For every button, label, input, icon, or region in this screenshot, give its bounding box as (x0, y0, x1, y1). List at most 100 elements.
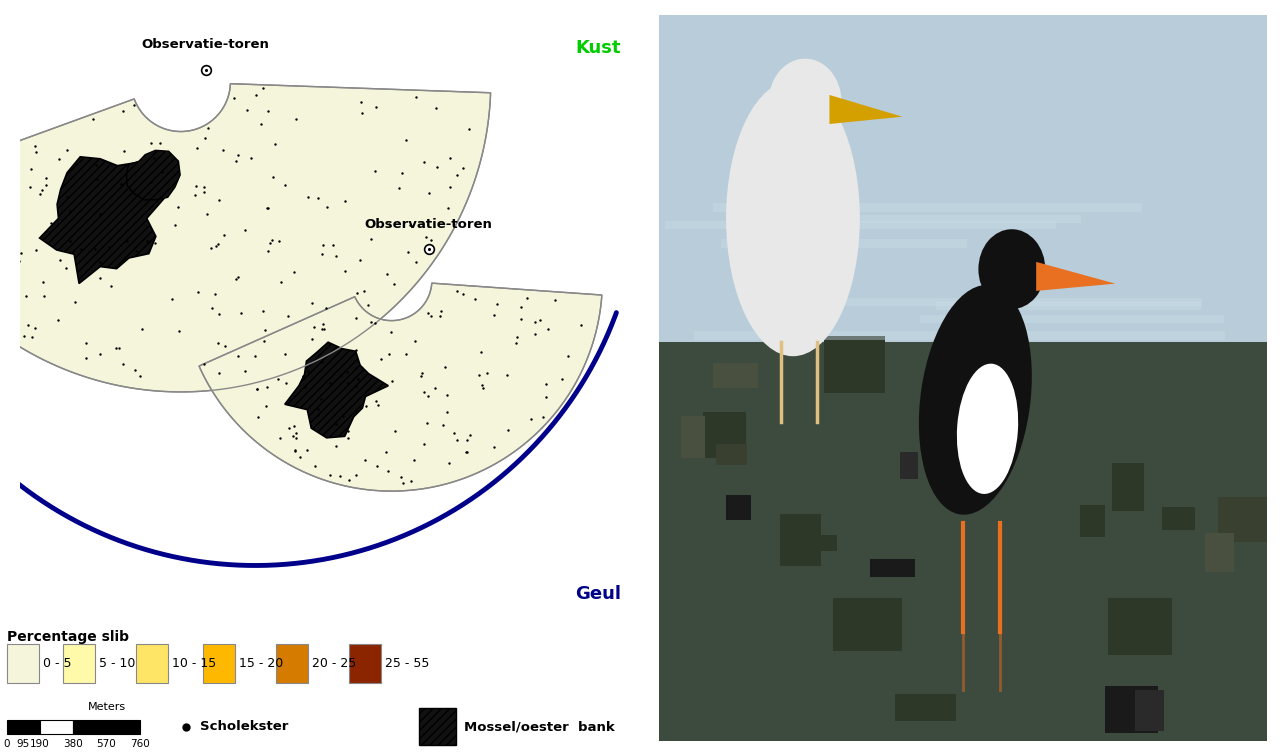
Point (333, 410, 353, 422)
Text: Mossel/oester  bank: Mossel/oester bank (463, 720, 614, 733)
Point (471, 346, 492, 358)
Point (169, 324, 189, 336)
Point (439, 457, 460, 469)
Point (396, 134, 416, 146)
Point (36, 179, 56, 191)
Point (15, 290, 36, 302)
Point (285, 113, 306, 125)
Point (385, 426, 406, 438)
Circle shape (768, 59, 842, 146)
Point (76, 352, 96, 364)
Point (497, 370, 517, 382)
Bar (1217, 497, 1280, 542)
Point (285, 432, 306, 444)
Point (297, 364, 317, 376)
Point (365, 165, 385, 177)
Ellipse shape (919, 285, 1032, 515)
Point (20, 163, 41, 175)
Point (298, 191, 319, 203)
Point (36, 172, 56, 184)
Point (511, 302, 531, 314)
Point (393, 477, 413, 489)
Bar (788, 534, 837, 551)
Point (366, 101, 387, 113)
Point (275, 349, 296, 361)
Point (316, 302, 337, 314)
Bar (713, 203, 1142, 212)
Point (164, 219, 184, 231)
Point (381, 326, 402, 338)
Point (390, 471, 411, 483)
Point (367, 399, 388, 411)
Point (349, 254, 370, 266)
Polygon shape (285, 342, 388, 438)
Point (347, 287, 367, 299)
Bar (6, 643, 38, 683)
Text: Scholekster: Scholekster (200, 720, 288, 733)
Point (365, 317, 385, 329)
Text: 760: 760 (129, 739, 150, 748)
Point (228, 350, 248, 362)
Point (8, 254, 28, 266)
Point (5, 283, 26, 295)
Point (521, 413, 541, 425)
Point (326, 417, 347, 429)
Point (378, 465, 398, 477)
Point (312, 239, 333, 251)
Point (145, 237, 165, 249)
Point (256, 400, 276, 412)
Point (90, 272, 110, 284)
Point (227, 274, 247, 286)
Bar (900, 452, 918, 479)
Point (419, 390, 439, 402)
Bar (694, 331, 1225, 340)
Point (8, 296, 28, 308)
Point (351, 96, 371, 108)
Point (141, 138, 161, 150)
Point (285, 444, 306, 456)
Point (256, 202, 276, 214)
Point (460, 429, 480, 441)
Point (232, 308, 252, 320)
Point (417, 417, 438, 429)
Point (278, 422, 298, 434)
Point (19, 181, 40, 194)
Point (558, 350, 579, 362)
Text: Observatie-toren: Observatie-toren (365, 218, 493, 231)
Bar (204, 643, 236, 683)
Point (10, 247, 31, 259)
Point (438, 202, 458, 214)
Point (312, 356, 333, 368)
Point (234, 224, 255, 236)
Bar (681, 416, 705, 458)
Point (113, 358, 133, 370)
Point (253, 335, 274, 347)
Text: 25 - 55: 25 - 55 (385, 657, 430, 670)
Bar (349, 643, 381, 683)
Point (379, 218, 399, 230)
Point (49, 153, 69, 165)
Bar (726, 495, 751, 520)
Point (360, 317, 380, 329)
Point (109, 342, 129, 354)
Point (356, 400, 376, 412)
Point (305, 460, 325, 472)
Point (458, 123, 479, 135)
Point (347, 373, 367, 386)
Point (339, 474, 360, 486)
Bar (659, 342, 1267, 741)
Point (100, 280, 120, 293)
Point (346, 362, 366, 374)
Point (137, 235, 157, 247)
Point (114, 145, 134, 157)
Point (538, 324, 558, 336)
Point (246, 350, 266, 362)
Bar (1105, 686, 1157, 733)
Point (193, 186, 214, 198)
Point (476, 367, 497, 379)
Point (425, 383, 445, 395)
Point (58, 191, 78, 203)
Point (76, 336, 96, 349)
Point (24, 322, 45, 334)
Bar (796, 215, 1080, 223)
